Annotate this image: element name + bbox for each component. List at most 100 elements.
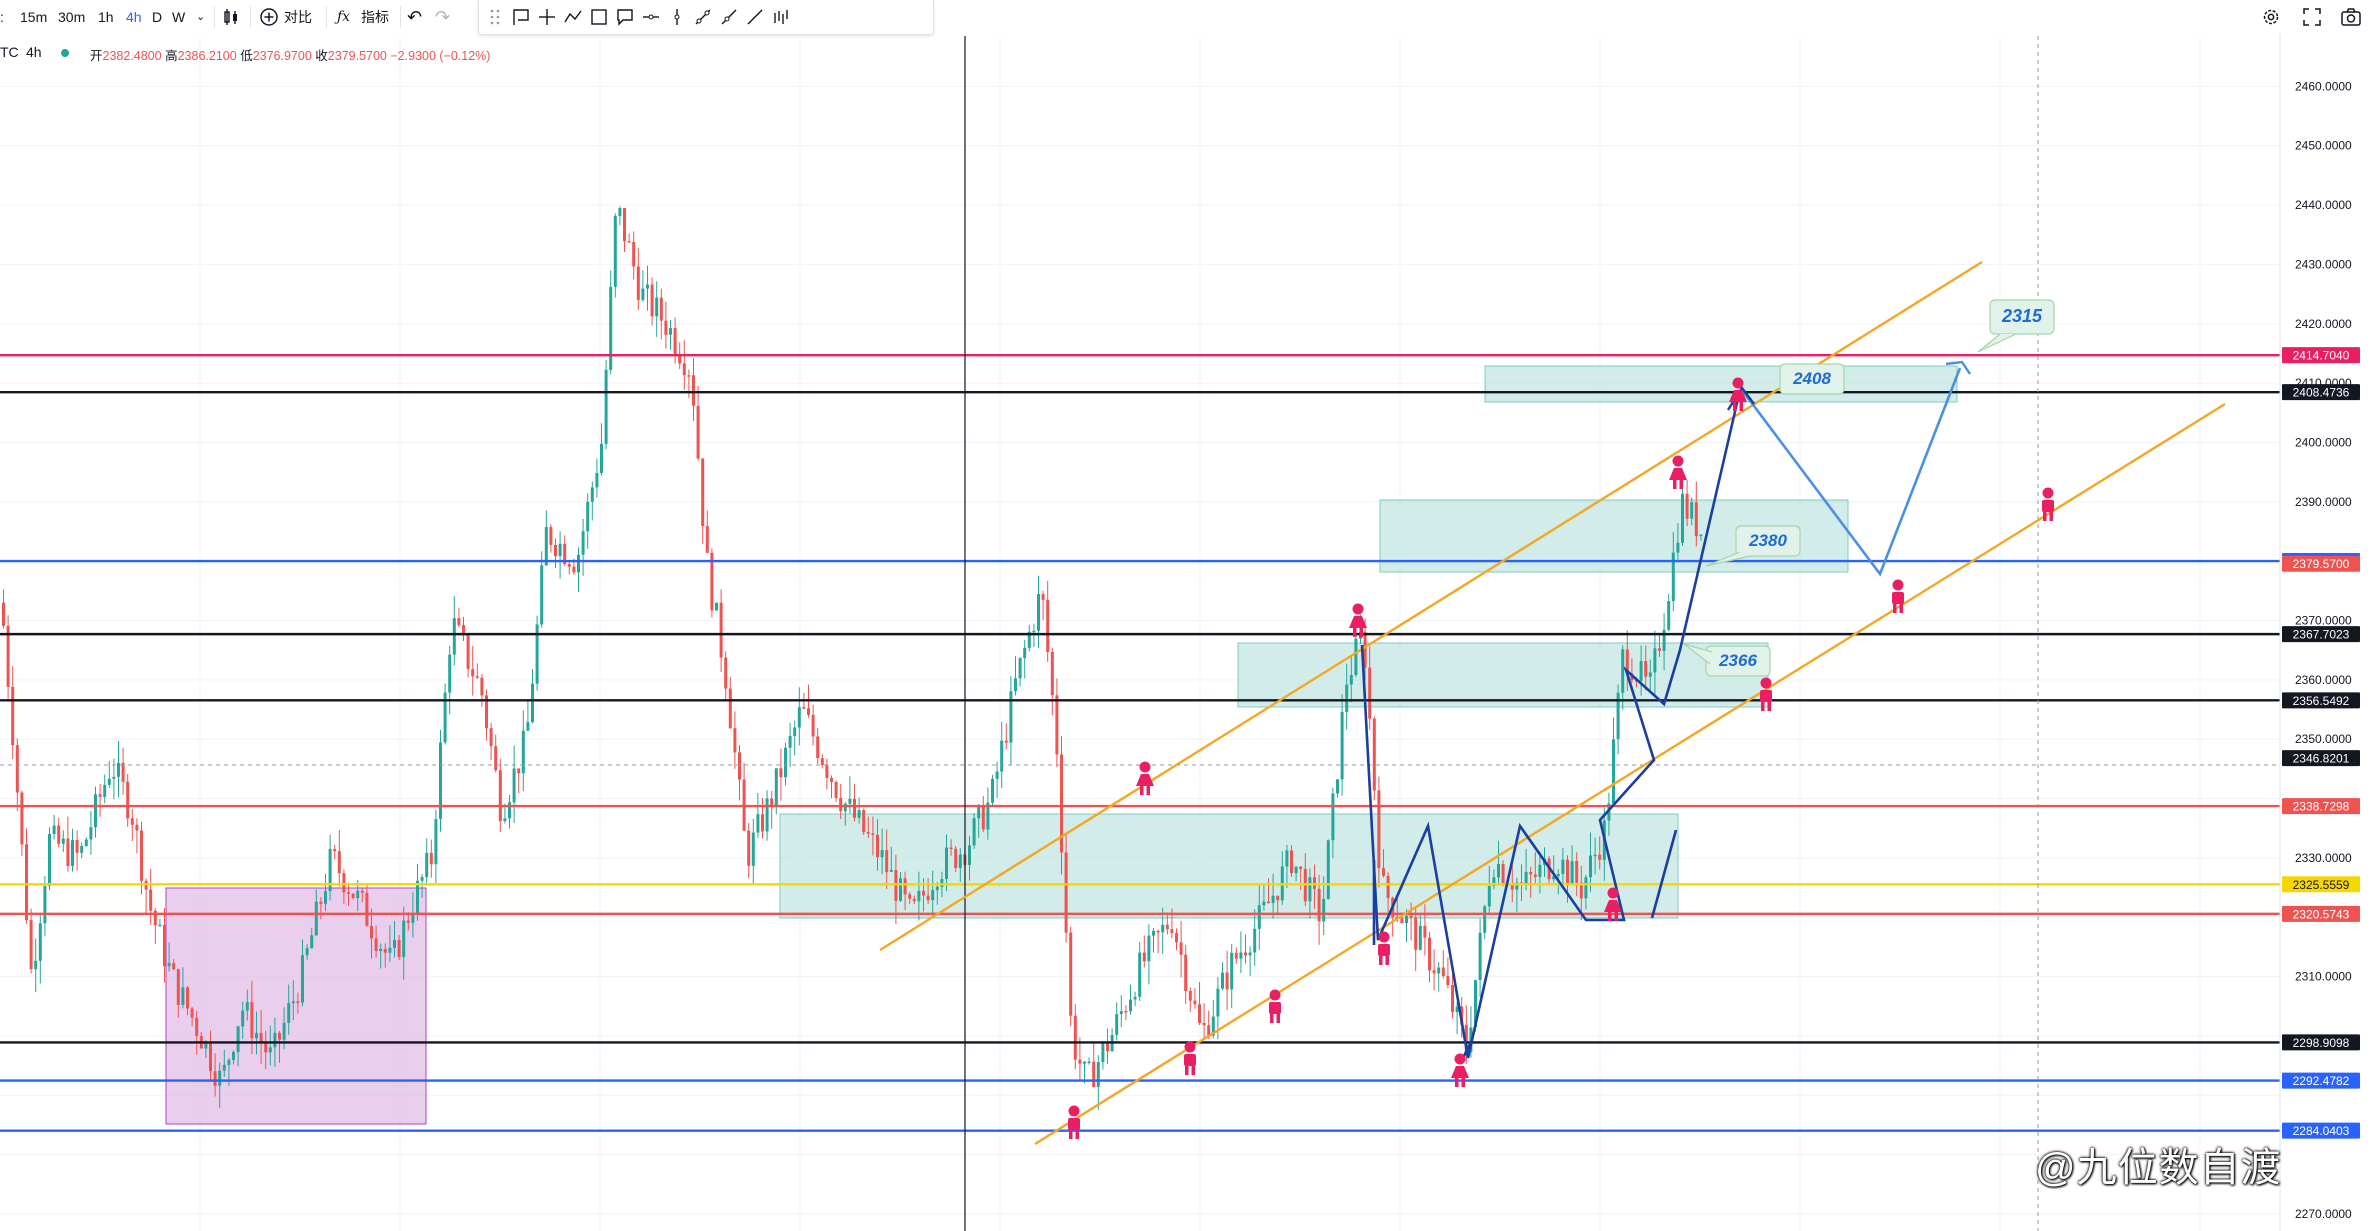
- candle-body: [360, 890, 364, 893]
- candle-body: [1382, 868, 1385, 876]
- candle-body: [1598, 854, 1602, 860]
- female-marker-icon: [1669, 455, 1687, 489]
- candle-body: [664, 320, 668, 335]
- interval-d[interactable]: D: [152, 9, 163, 25]
- candle-body: [1046, 599, 1050, 652]
- indicators-button[interactable]: 指标: [361, 9, 389, 25]
- candle-body: [1188, 990, 1192, 1001]
- interval-dropdown-chevron-icon[interactable]: ⌄: [196, 11, 206, 23]
- undo-icon[interactable]: ↶: [407, 7, 423, 27]
- interval-1h[interactable]: 1h: [98, 9, 114, 25]
- candle-body: [1156, 930, 1160, 933]
- fullscreen-icon[interactable]: [2302, 7, 2322, 29]
- interval-w[interactable]: W: [172, 9, 186, 25]
- candle-body: [393, 939, 396, 948]
- close-value: 2379.5700: [327, 49, 387, 63]
- indicator-fx-icon[interactable]: ƒx: [337, 9, 351, 25]
- candle-body: [751, 832, 755, 866]
- interval-30m[interactable]: 30m: [58, 9, 86, 25]
- candle-body: [227, 1059, 231, 1065]
- female-marker-icon: [1604, 887, 1622, 921]
- candle-body: [107, 778, 111, 785]
- candle-body: [356, 890, 360, 899]
- candle-body: [1175, 933, 1178, 943]
- svg-text:2414.7040: 2414.7040: [2293, 349, 2350, 363]
- candle-body: [655, 297, 659, 317]
- candle-body: [692, 375, 695, 406]
- candle-body: [153, 910, 157, 926]
- candle-body: [75, 840, 79, 853]
- price-axis[interactable]: 2470.00002460.00002450.00002440.00002430…: [2279, 20, 2373, 1231]
- price-path-dark: [1360, 389, 1742, 1059]
- settings-gear-icon[interactable]: [2261, 7, 2281, 29]
- candle-body: [595, 472, 599, 488]
- candle-body: [889, 869, 893, 872]
- candle-body: [623, 208, 626, 242]
- legend-symbol[interactable]: TC: [0, 44, 19, 60]
- callout-2408[interactable]: 2408: [1779, 363, 1845, 395]
- callout-2366[interactable]: 2366: [1683, 643, 1771, 677]
- candle-body: [1133, 996, 1137, 1000]
- candle-body: [1515, 882, 1519, 890]
- flag-callout-icon[interactable]: [511, 7, 531, 27]
- candle-style-icon[interactable]: [222, 8, 240, 30]
- chart-pattern-icon[interactable]: [771, 7, 791, 27]
- candle-body: [1368, 667, 1372, 719]
- candle-body: [770, 798, 774, 807]
- candle-body: [1662, 629, 1666, 651]
- trend-line-icon[interactable]: [745, 7, 765, 27]
- compare-plus-icon[interactable]: [259, 7, 279, 29]
- candle-body: [84, 839, 88, 846]
- candle-body: [544, 527, 548, 566]
- candle-body: [374, 938, 378, 952]
- candle-body: [163, 924, 166, 967]
- crosshair-icon[interactable]: [537, 7, 557, 27]
- candle-body: [1589, 855, 1592, 878]
- candle-body: [1078, 1059, 1082, 1064]
- compare-button[interactable]: 对比: [284, 9, 312, 25]
- candle-body: [1170, 929, 1174, 934]
- callout-2380[interactable]: 2380: [1705, 525, 1801, 567]
- interval-15m[interactable]: 15m: [20, 9, 48, 25]
- candle-body: [696, 405, 700, 459]
- candle-body: [1326, 840, 1330, 899]
- candle-body: [1441, 967, 1445, 976]
- candle-body: [981, 806, 985, 830]
- candle-body: [94, 794, 97, 828]
- horizontal-line-icon[interactable]: [641, 7, 661, 27]
- candle-body: [236, 1026, 240, 1052]
- candle-body: [365, 892, 369, 926]
- candle-body: [1142, 952, 1146, 962]
- candle-body: [853, 798, 856, 818]
- drag-handle-icon[interactable]: [485, 7, 505, 27]
- candle-body: [213, 1071, 217, 1086]
- target-zone-2408: [1484, 365, 1958, 403]
- path-tool-icon[interactable]: [563, 7, 583, 27]
- candle-body: [917, 890, 921, 902]
- candle-body: [1363, 632, 1367, 668]
- candle-body: [117, 762, 120, 777]
- candle-body: [1400, 918, 1404, 924]
- candle-body: [899, 878, 902, 901]
- candle-body: [1621, 649, 1625, 693]
- candle-body: [66, 838, 70, 866]
- candle-body: [972, 818, 976, 846]
- callout-2380-text: 2380: [1748, 531, 1787, 550]
- trend-angle-icon[interactable]: [693, 7, 713, 27]
- candle-body: [1202, 1022, 1206, 1026]
- vertical-line-icon[interactable]: [667, 7, 687, 27]
- redo-icon[interactable]: ↷: [435, 7, 451, 27]
- male-marker-icon: [1760, 677, 1772, 711]
- candle-body: [636, 266, 640, 300]
- rectangle-tool-icon[interactable]: [589, 7, 609, 27]
- candle-body: [1538, 864, 1542, 878]
- interval-4h[interactable]: 4h: [126, 9, 142, 25]
- callout-2315[interactable]: 2315: [1977, 299, 2055, 353]
- candle-body: [296, 1001, 300, 1003]
- candle-body: [650, 284, 654, 317]
- candle-body: [1386, 875, 1390, 898]
- ray-tool-icon[interactable]: [719, 7, 739, 27]
- comment-tool-icon[interactable]: [615, 7, 635, 27]
- screenshot-camera-icon[interactable]: [2340, 7, 2362, 29]
